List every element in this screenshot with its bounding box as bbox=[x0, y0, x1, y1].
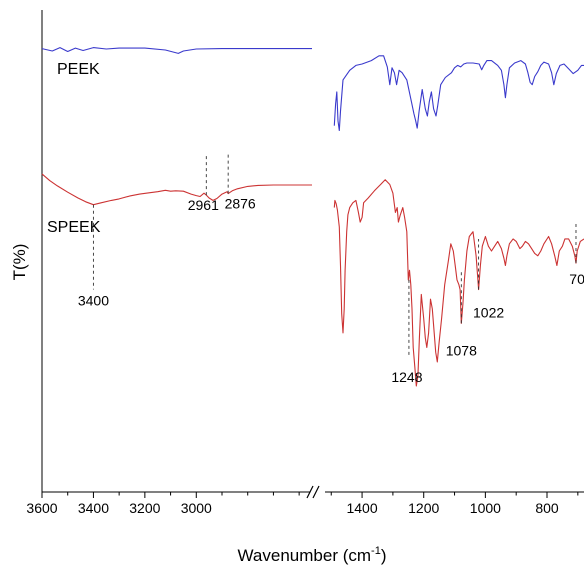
series-label-peek: PEEK bbox=[57, 61, 100, 78]
x-tick-label: 1200 bbox=[408, 500, 439, 516]
x-tick-label: 3000 bbox=[181, 500, 212, 516]
chart-axes: 3600 3400 3200 3000 1400 1200 1000 800 bbox=[26, 10, 584, 516]
peak-label: 3400 bbox=[78, 293, 109, 309]
peak-label: 1078 bbox=[446, 342, 477, 358]
x-tick-label: 800 bbox=[535, 500, 559, 516]
peak-label: 1022 bbox=[473, 305, 504, 321]
x-tick-label: 3400 bbox=[78, 500, 109, 516]
peak-label: 2876 bbox=[225, 196, 256, 212]
series-line-peek bbox=[333, 55, 584, 132]
x-tick-label: 1000 bbox=[470, 500, 501, 516]
series-line-speek bbox=[333, 179, 584, 387]
x-tick-label: 3200 bbox=[129, 500, 160, 516]
y-axis-title: T(%) bbox=[10, 244, 29, 281]
chart-text-layer: PEEK SPEEK T(%) Wavenumber (cm-1) bbox=[10, 61, 386, 565]
series-layer bbox=[41, 47, 584, 387]
peak-markers-layer: 3400 2961 2876 1248 1078 1022 706 bbox=[78, 154, 584, 385]
x-tick-label: 1400 bbox=[346, 500, 377, 516]
peak-label: 1248 bbox=[391, 369, 422, 385]
peak-label: 706 bbox=[569, 271, 584, 287]
axis-break-mark bbox=[306, 485, 314, 499]
x-tick-label: 3600 bbox=[26, 500, 57, 516]
x-axis-title-end: ) bbox=[381, 546, 387, 565]
peak-label: 2961 bbox=[188, 197, 219, 213]
series-label-speek: SPEEK bbox=[47, 219, 101, 236]
axis-break-mark bbox=[312, 485, 320, 499]
series-line-peek bbox=[41, 47, 312, 54]
x-axis-title: Wavenumber (cm-1) bbox=[238, 545, 387, 565]
series-line-speek bbox=[41, 173, 312, 206]
x-axis-title-superscript: -1 bbox=[371, 545, 381, 557]
x-axis-title-main: Wavenumber (cm bbox=[238, 546, 372, 565]
